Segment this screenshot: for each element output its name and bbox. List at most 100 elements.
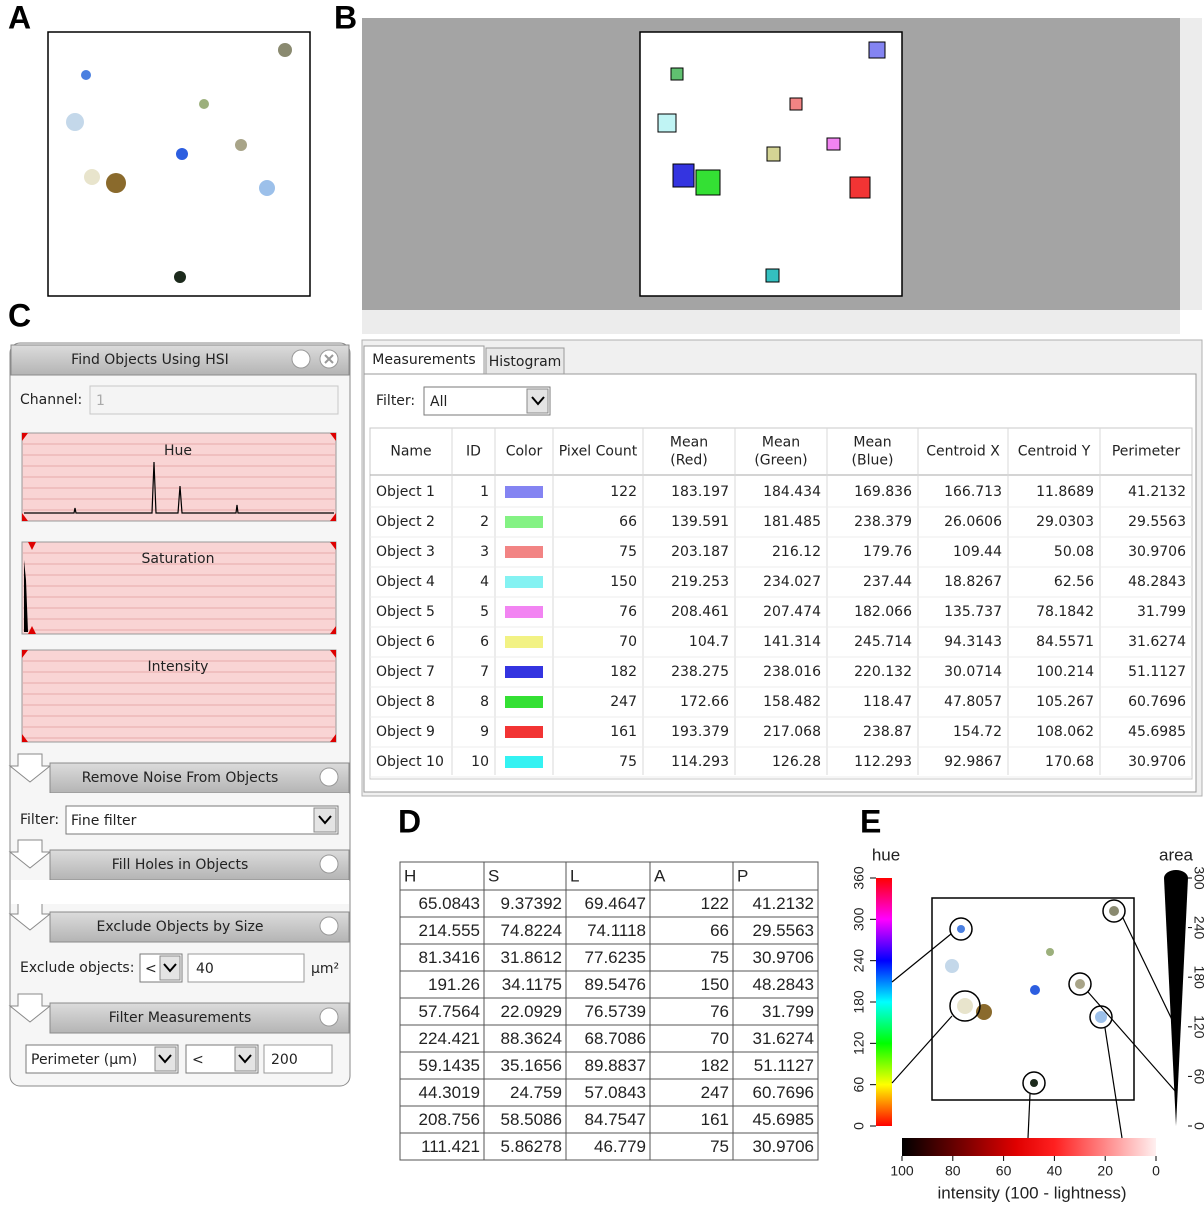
table-cell: 77.6235: [585, 948, 646, 967]
tick-label: 0: [1191, 1122, 1204, 1130]
step-title: Find Objects Using HSI: [71, 352, 229, 368]
histogram-title: Intensity: [148, 659, 209, 675]
panel-label: A: [8, 0, 31, 35]
table-cell: 9.37392: [501, 894, 562, 913]
table-cell: 238.379: [854, 514, 912, 530]
table-cell: 183.197: [671, 484, 729, 500]
table-cell: 166.713: [944, 484, 1002, 500]
axis-label: hue: [872, 845, 900, 864]
table-cell: 76.5739: [585, 1002, 646, 1021]
table-cell: 104.7: [689, 634, 729, 650]
tick-label: 240: [1191, 916, 1204, 940]
column-header: Mean: [762, 435, 800, 451]
column-header: Name: [390, 444, 431, 460]
panel-label: B: [334, 0, 357, 35]
table-cell: 92.9867: [944, 754, 1002, 770]
table-cell: 207.474: [763, 604, 821, 620]
table-cell: 234.027: [763, 574, 821, 590]
table-cell: 45.6985: [1128, 724, 1186, 740]
table-cell: 105.267: [1036, 694, 1094, 710]
tab-label: Histogram: [489, 354, 562, 370]
tick-label: 0: [1152, 1163, 1160, 1179]
table-cell: 220.132: [854, 664, 912, 680]
table-cell: Object 9: [376, 724, 435, 740]
column-header: ID: [466, 444, 481, 460]
table-cell: 59.1435: [419, 1056, 480, 1075]
tick-label: 80: [945, 1163, 961, 1179]
table-cell: 108.062: [1036, 724, 1094, 740]
table-cell: 22.0929: [501, 1002, 562, 1021]
unit: µm²: [311, 961, 339, 977]
table-cell: 161: [610, 724, 637, 740]
column-header: S: [488, 866, 499, 885]
table-cell: 193.379: [671, 724, 729, 740]
table-cell: 238.275: [671, 664, 729, 680]
tick-label: 180: [851, 990, 867, 1014]
table-cell: 150: [610, 574, 637, 590]
table-cell: 31.8612: [501, 948, 562, 967]
panel-label: D: [398, 803, 421, 839]
table-cell: 75: [619, 544, 637, 560]
column-header: (Green): [754, 453, 807, 469]
table-cell: 70: [619, 634, 637, 650]
field-value: Perimeter (µm): [31, 1052, 137, 1068]
table-cell: 3: [480, 544, 489, 560]
column-header: A: [654, 866, 666, 885]
table-cell: 9: [480, 724, 489, 740]
field-label: Exclude objects:: [20, 960, 134, 976]
step-title: Filter Measurements: [109, 1010, 252, 1026]
color-swatch: [505, 696, 543, 708]
table-cell: 245.714: [854, 634, 912, 650]
table-cell: 88.3624: [501, 1029, 562, 1048]
step-title: Fill Holes in Objects: [112, 857, 249, 873]
table-cell: 208.461: [671, 604, 729, 620]
table-cell: 122: [701, 894, 729, 913]
table-cell: 109.44: [953, 544, 1002, 560]
table-cell: 114.293: [671, 754, 729, 770]
table-cell: 122: [610, 484, 637, 500]
table-cell: 29.5563: [1128, 514, 1186, 530]
table-cell: Object 2: [376, 514, 435, 530]
color-swatch: [505, 546, 543, 558]
tick-label: 20: [1097, 1163, 1113, 1179]
column-header: (Red): [670, 453, 708, 469]
tick-label: 120: [1191, 1015, 1204, 1039]
table-cell: 203.187: [671, 544, 729, 560]
panel-label: C: [8, 297, 31, 333]
table-cell: Object 1: [376, 484, 435, 500]
table-cell: 100.214: [1036, 664, 1094, 680]
table-cell: 181.485: [763, 514, 821, 530]
microscope-image: [48, 32, 310, 296]
table-cell: 238.87: [863, 724, 912, 740]
table-cell: 154.72: [953, 724, 1002, 740]
field-value: 1: [96, 393, 105, 409]
table-cell: 8: [480, 694, 489, 710]
image-viewer: [362, 18, 1202, 334]
table-cell: 238.016: [763, 664, 821, 680]
table-cell: 75: [710, 948, 729, 967]
column-header: Centroid X: [926, 444, 1000, 460]
tick-label: 0: [851, 1122, 867, 1130]
table-cell: 111.421: [421, 1137, 480, 1156]
pipeline: Find Objects Using HSI Channel: 1 Hue Sa…: [10, 343, 350, 1086]
color-swatch: [505, 666, 543, 678]
table-cell: 2: [480, 514, 489, 530]
column-header: L: [570, 866, 579, 885]
step-title: Exclude Objects by Size: [97, 919, 264, 935]
table-cell: 7: [480, 664, 489, 680]
table-cell: 57.7564: [419, 1002, 480, 1021]
channel-select[interactable]: [90, 386, 338, 414]
table-cell: 76: [619, 604, 637, 620]
table-cell: 60.7696: [1128, 694, 1186, 710]
table-cell: 247: [701, 1083, 729, 1102]
table-cell: 126.28: [772, 754, 821, 770]
tick-label: 240: [851, 949, 867, 973]
table-cell: 1: [480, 484, 489, 500]
hsl-table: HSLAP65.08439.3739269.464712241.2132214.…: [400, 862, 818, 1160]
table-cell: 31.6274: [753, 1029, 814, 1048]
table-cell: 84.5571: [1036, 634, 1094, 650]
filter-label: Filter:: [376, 393, 415, 409]
table-cell: 191.26: [428, 975, 480, 994]
table-cell: 10: [471, 754, 489, 770]
table-cell: 75: [710, 1137, 729, 1156]
